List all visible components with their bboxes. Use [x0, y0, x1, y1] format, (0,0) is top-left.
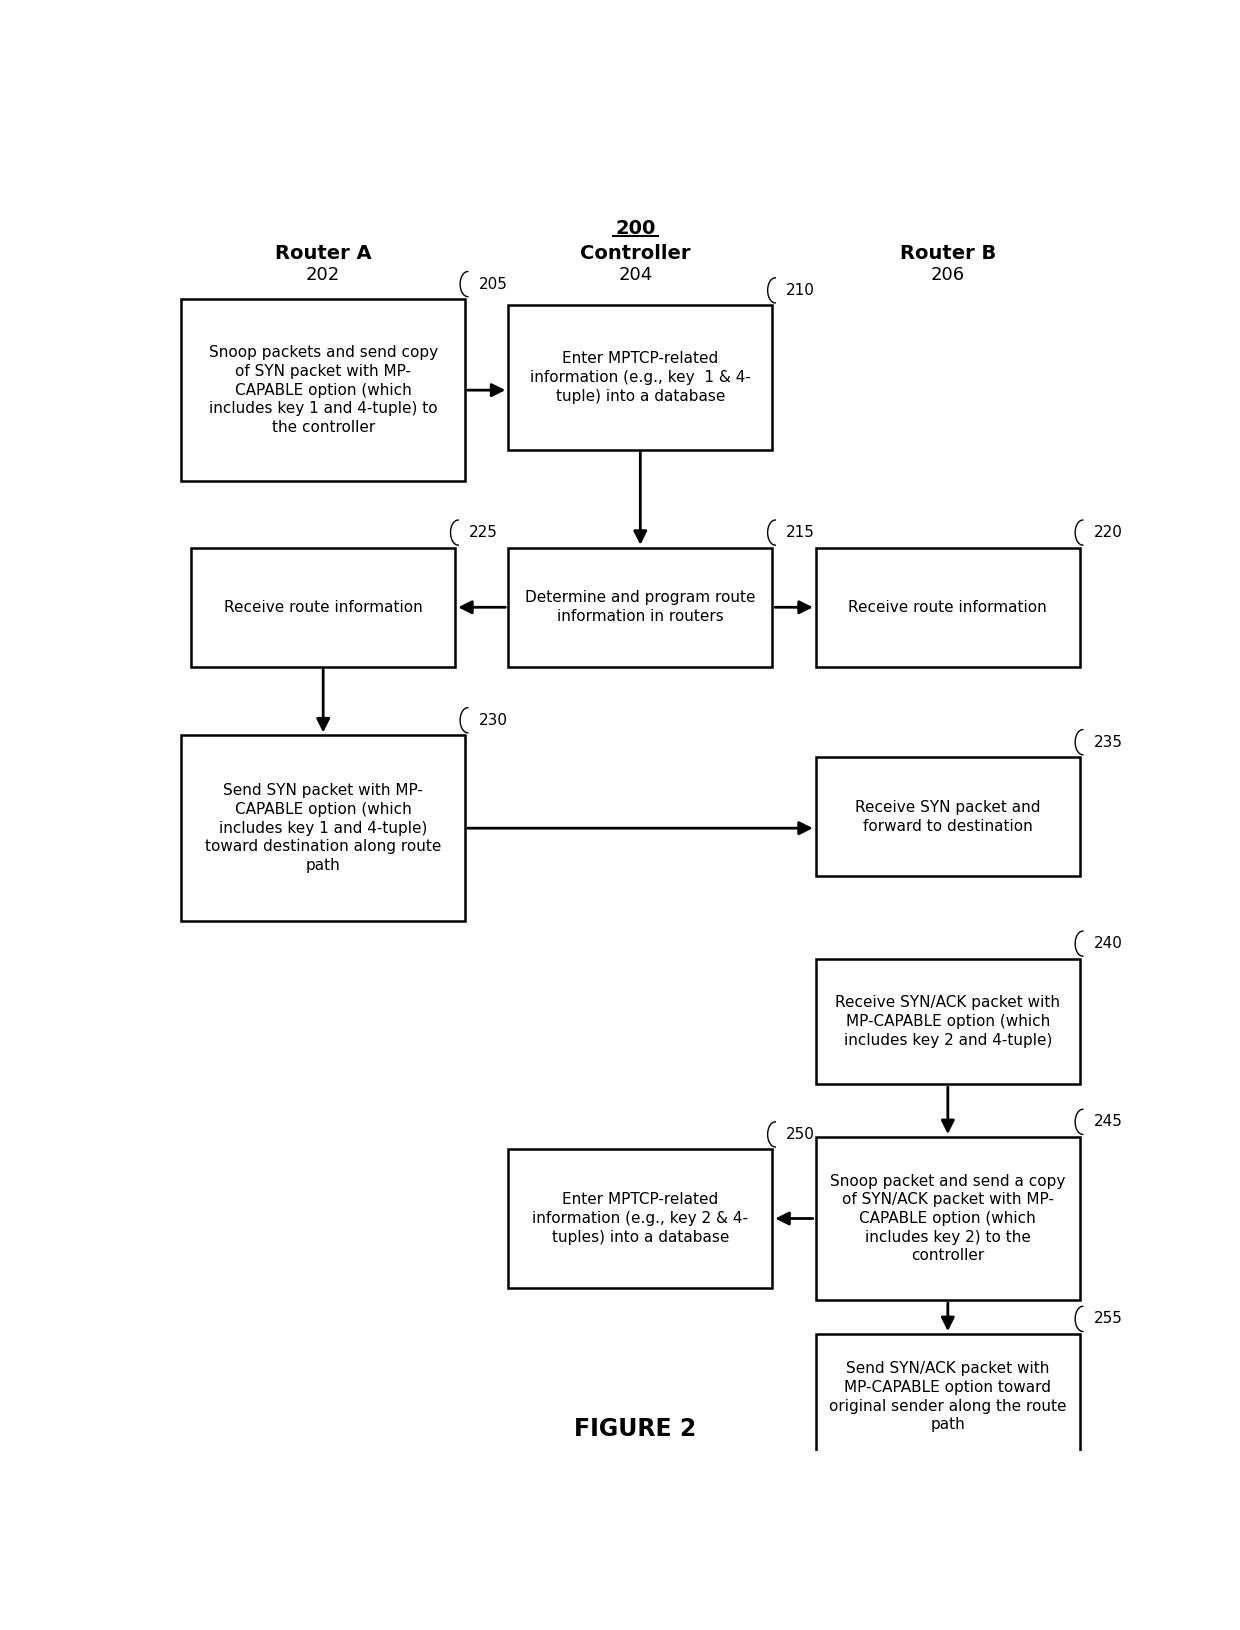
- Text: Receive SYN/ACK packet with
MP-CAPABLE option (which
includes key 2 and 4-tuple): Receive SYN/ACK packet with MP-CAPABLE o…: [836, 996, 1060, 1048]
- Text: Receive route information: Receive route information: [848, 600, 1048, 615]
- Text: Receive SYN packet and
forward to destination: Receive SYN packet and forward to destin…: [856, 800, 1040, 833]
- Bar: [508, 305, 773, 450]
- Bar: [181, 300, 465, 481]
- Bar: [816, 1333, 1080, 1459]
- Text: 220: 220: [1094, 525, 1122, 540]
- Bar: [816, 548, 1080, 667]
- Text: 230: 230: [479, 712, 507, 727]
- Text: 255: 255: [1094, 1312, 1122, 1327]
- Bar: [181, 735, 465, 921]
- Text: 215: 215: [786, 525, 815, 540]
- Text: Enter MPTCP-related
information (e.g., key 2 & 4-
tuples) into a database: Enter MPTCP-related information (e.g., k…: [532, 1193, 748, 1245]
- Text: Router A: Router A: [275, 244, 372, 262]
- Text: 245: 245: [1094, 1115, 1122, 1130]
- Text: 205: 205: [479, 277, 507, 292]
- Text: Determine and program route
information in routers: Determine and program route information …: [525, 590, 755, 624]
- Text: Send SYN packet with MP-
CAPABLE option (which
includes key 1 and 4-tuple)
towar: Send SYN packet with MP- CAPABLE option …: [205, 784, 441, 874]
- Bar: [508, 1149, 773, 1288]
- Text: Controller: Controller: [580, 244, 691, 262]
- Text: Snoop packets and send copy
of SYN packet with MP-
CAPABLE option (which
include: Snoop packets and send copy of SYN packe…: [208, 346, 438, 435]
- Text: Receive route information: Receive route information: [223, 600, 423, 615]
- Text: 250: 250: [786, 1126, 815, 1143]
- Text: 225: 225: [469, 525, 497, 540]
- Text: FIGURE 2: FIGURE 2: [574, 1416, 697, 1441]
- Text: Router B: Router B: [900, 244, 996, 262]
- Text: 202: 202: [306, 266, 340, 284]
- Text: 235: 235: [1094, 735, 1122, 750]
- Text: 200: 200: [615, 218, 656, 238]
- Bar: [191, 548, 455, 667]
- Bar: [816, 1138, 1080, 1301]
- Bar: [816, 958, 1080, 1084]
- Text: Send SYN/ACK packet with
MP-CAPABLE option toward
original sender along the rout: Send SYN/ACK packet with MP-CAPABLE opti…: [830, 1361, 1066, 1433]
- Bar: [508, 548, 773, 667]
- Text: 204: 204: [619, 266, 652, 284]
- Text: 206: 206: [931, 266, 965, 284]
- Bar: [816, 758, 1080, 877]
- Text: Snoop packet and send a copy
of SYN/ACK packet with MP-
CAPABLE option (which
in: Snoop packet and send a copy of SYN/ACK …: [830, 1174, 1065, 1263]
- Text: 240: 240: [1094, 936, 1122, 952]
- Text: 210: 210: [786, 284, 815, 298]
- Text: Enter MPTCP-related
information (e.g., key  1 & 4-
tuple) into a database: Enter MPTCP-related information (e.g., k…: [529, 352, 750, 404]
